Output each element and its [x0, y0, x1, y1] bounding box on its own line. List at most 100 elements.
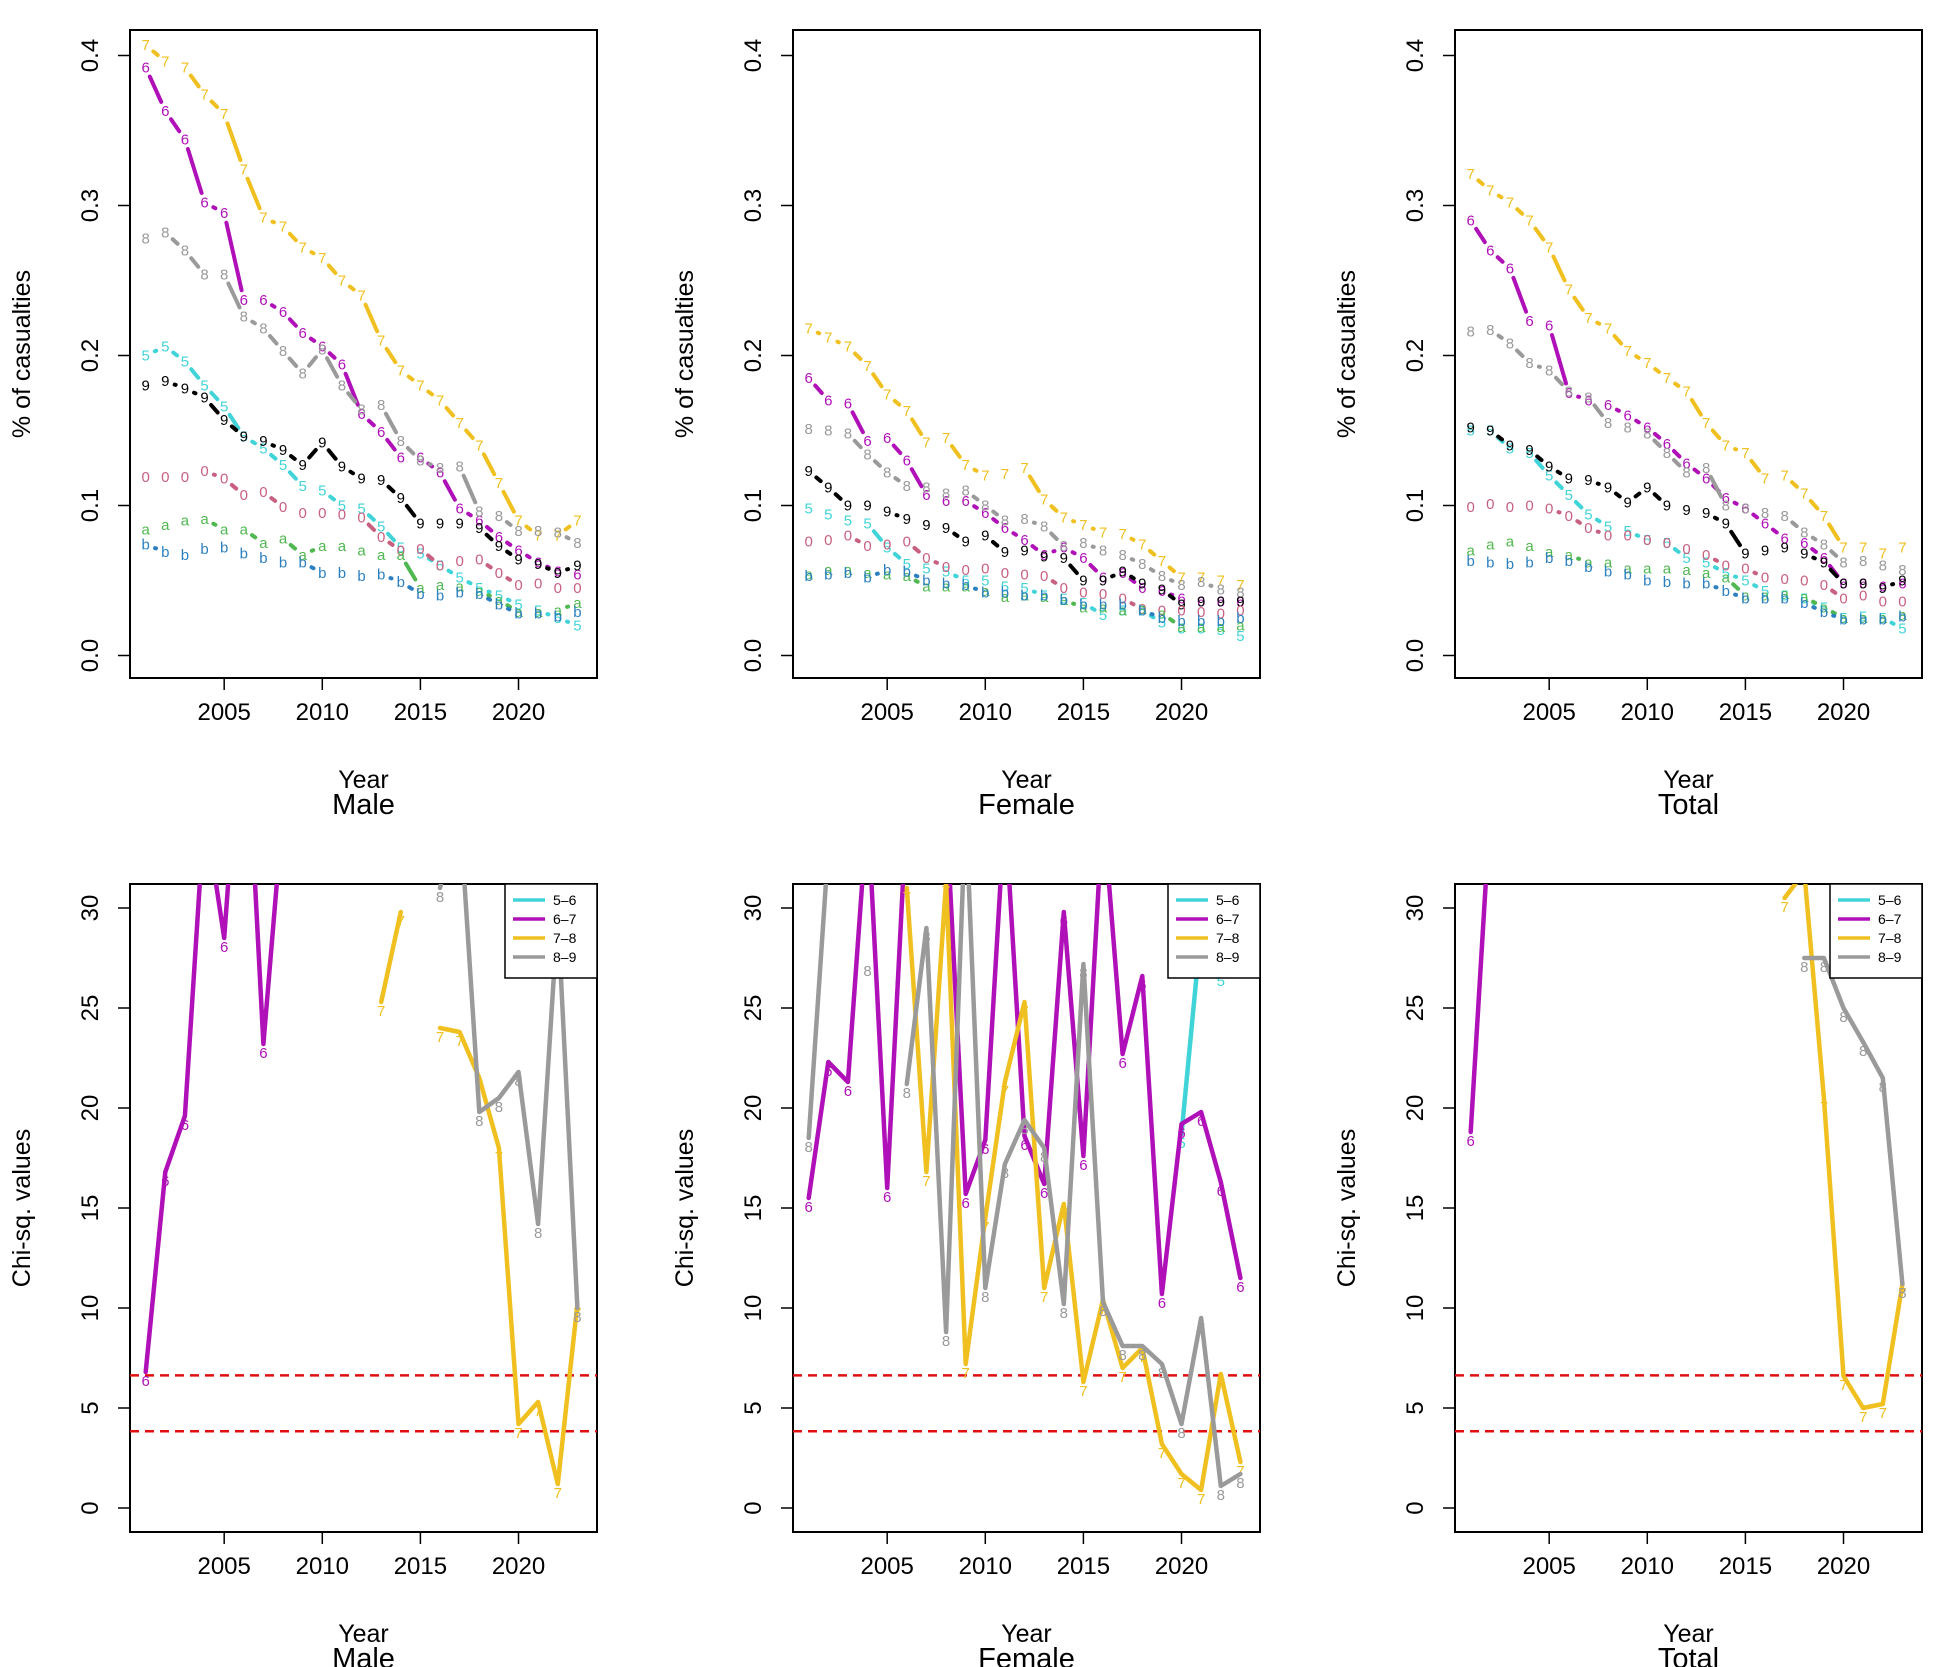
point-label: 8: [1702, 460, 1710, 477]
point-label: 9: [1722, 516, 1730, 533]
series-segment: [168, 117, 182, 134]
point-label: 7: [1486, 183, 1494, 200]
point-label: a: [1741, 588, 1750, 605]
series-segment: [227, 412, 241, 431]
point-label: 0: [1099, 586, 1107, 603]
point-label: 9: [1177, 597, 1185, 614]
point-label: 9: [824, 480, 832, 497]
point-label: 9: [883, 504, 891, 521]
point-label: 9: [903, 511, 911, 528]
point-label: 8: [1565, 384, 1573, 401]
point-label: 7: [377, 333, 385, 350]
point-label: a: [1643, 561, 1652, 578]
series-segment: [991, 509, 999, 517]
point-label: 0: [1604, 528, 1612, 545]
x-tick-label: 2015: [1057, 699, 1110, 726]
point-label: 8: [1879, 558, 1887, 575]
point-label: 7: [883, 387, 891, 404]
point-label: 7: [863, 358, 871, 375]
point-label: 6: [1040, 1185, 1048, 1202]
point-label: 8: [863, 963, 871, 980]
point-label: 8: [1467, 324, 1475, 341]
point-label: a: [1060, 592, 1069, 609]
point-label: 0: [534, 576, 542, 593]
point-label: 8: [1859, 553, 1867, 570]
point-label: 7: [397, 363, 405, 380]
series-segment: [1148, 567, 1156, 573]
point-label: 5: [1138, 603, 1146, 620]
y-tick-label: 0: [1402, 1501, 1429, 1514]
series-segment: [484, 532, 494, 542]
series-segment: [871, 529, 883, 542]
point-label: 7: [514, 513, 522, 530]
point-label: 7: [318, 250, 326, 267]
point-label: 8: [299, 366, 307, 383]
point-label: b: [1761, 591, 1769, 608]
point-label: 0: [554, 580, 562, 597]
point-label: 9: [1138, 576, 1146, 593]
y-tick-label: 0.3: [740, 189, 767, 222]
point-label: 7: [922, 435, 930, 452]
series-segment: [1168, 617, 1176, 624]
point-label: 7: [922, 1173, 930, 1190]
point-label: a: [436, 577, 445, 594]
point-label: 8: [1138, 556, 1146, 573]
y-axis-label: Chi-sq. values: [8, 1129, 36, 1287]
point-label: 7: [1020, 460, 1028, 477]
point-label: 7: [1741, 445, 1749, 462]
series-segment: [892, 551, 902, 560]
point-label: b: [1118, 597, 1126, 614]
point-label: 8: [318, 342, 326, 359]
y-tick-label: 20: [1402, 1095, 1429, 1122]
point-label: b: [514, 606, 522, 623]
point-label: 6: [357, 406, 365, 423]
point-label: 0: [436, 558, 444, 575]
point-label: 0: [357, 510, 365, 527]
point-label: 6: [475, 513, 483, 530]
point-label: b: [903, 564, 911, 581]
point-label: 7: [1898, 540, 1906, 557]
series-segment: [407, 585, 414, 591]
x-tick-label: 2020: [1155, 1553, 1208, 1580]
point-label: 8: [1197, 574, 1205, 591]
point-label: 0: [1217, 606, 1225, 623]
point-label: 9: [805, 463, 813, 480]
series-segment: [192, 390, 198, 396]
point-label: 9: [962, 534, 970, 551]
point-label: 5: [534, 603, 542, 620]
point-label: 6: [1467, 213, 1475, 230]
point-label: 9: [161, 373, 169, 390]
point-label: 9: [981, 528, 989, 545]
series-segment: [1592, 403, 1604, 418]
series-segment: [1811, 555, 1817, 561]
series-segment: [189, 367, 201, 380]
series-segment: [466, 511, 473, 518]
point-label: 9: [200, 390, 208, 407]
series-segment: [1810, 535, 1818, 542]
point-label: 8: [1741, 501, 1749, 518]
point-label: 0: [824, 532, 832, 549]
series-segment: [852, 438, 863, 450]
point-label: 7: [1467, 166, 1475, 183]
point-label: 0: [1702, 547, 1710, 564]
point-label: 8: [1177, 1425, 1185, 1442]
point-label: 8: [397, 433, 405, 450]
point-label: b: [397, 574, 405, 591]
x-tick-label: 2010: [1621, 699, 1674, 726]
plot-frame: [792, 29, 1261, 679]
point-label: 0: [1898, 594, 1906, 611]
point-label: 8: [903, 1085, 911, 1102]
series-segment: [853, 351, 863, 361]
point-label: 0: [1177, 603, 1185, 620]
point-label: 6: [181, 132, 189, 149]
point-label: a: [1761, 588, 1770, 605]
point-label: a: [357, 543, 366, 560]
point-label: a: [922, 579, 931, 596]
point-label: b: [844, 565, 852, 582]
point-label: 5: [455, 570, 463, 587]
